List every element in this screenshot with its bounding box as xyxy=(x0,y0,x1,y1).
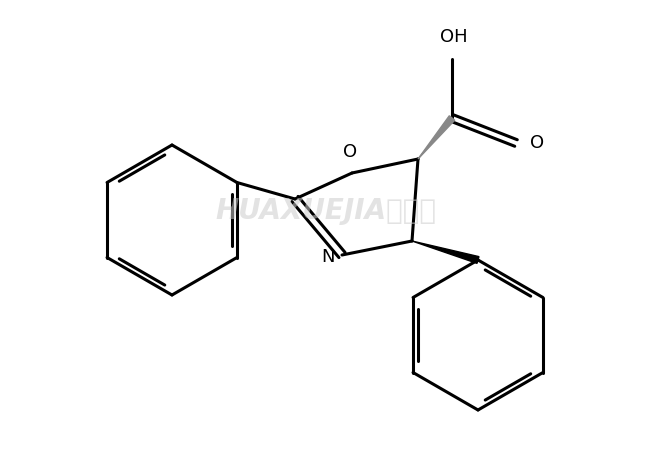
Polygon shape xyxy=(418,116,454,159)
Text: HUAXUEJIA化学加: HUAXUEJIA化学加 xyxy=(216,197,436,225)
Polygon shape xyxy=(412,241,479,263)
Text: O: O xyxy=(530,134,544,152)
Text: O: O xyxy=(343,143,357,161)
Text: N: N xyxy=(321,248,334,266)
Text: OH: OH xyxy=(440,28,468,46)
